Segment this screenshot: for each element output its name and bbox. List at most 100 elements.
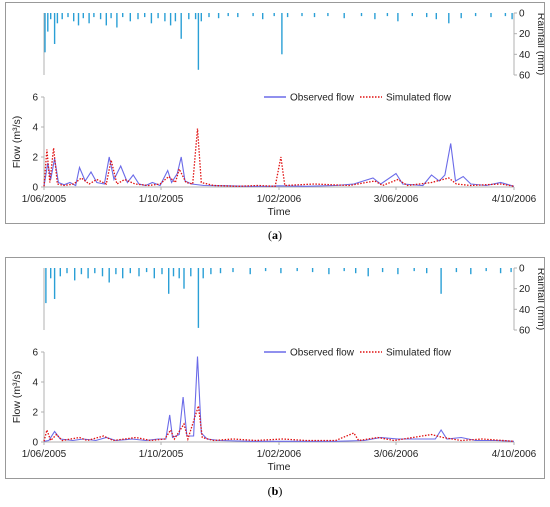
rain-bar bbox=[53, 268, 56, 299]
rain-bar bbox=[110, 13, 112, 19]
rain-tick-label: 0 bbox=[519, 264, 525, 275]
rain-bar bbox=[47, 13, 49, 32]
rain-bar bbox=[174, 13, 177, 22]
rain-bar bbox=[105, 13, 107, 26]
rain-bar bbox=[122, 13, 124, 18]
observed-flow-line bbox=[43, 356, 515, 442]
rain-bar bbox=[122, 268, 124, 279]
rain-bar bbox=[301, 13, 303, 17]
rain-bar bbox=[448, 13, 450, 24]
rain-bar bbox=[82, 13, 84, 19]
x-tick-label: 4/10/2006 bbox=[492, 194, 537, 205]
rain-bar bbox=[172, 268, 175, 277]
rain-bar bbox=[108, 268, 110, 283]
panel-a-chart: 0 20 40 60 Rainfall (mm) 0 2 4 6 Flow (m³/s) 1/06/… bbox=[11, 9, 547, 219]
panel-a-letter: a bbox=[272, 228, 278, 242]
rain-bar bbox=[397, 268, 399, 275]
rain-bar bbox=[328, 268, 330, 275]
rain-bar bbox=[77, 13, 80, 26]
panel-b-frame: 0 20 40 60 Rainfall (mm) 0 2 4 6 Flow (m³/s) 1/06/… bbox=[5, 257, 547, 479]
rain-bar bbox=[281, 13, 283, 55]
rain-bar bbox=[460, 13, 462, 19]
rain-bar bbox=[374, 13, 376, 20]
rain-bar bbox=[313, 13, 316, 18]
rain-bar bbox=[150, 13, 153, 24]
rain-tick-label: 20 bbox=[519, 29, 531, 40]
rain-bar bbox=[137, 13, 139, 20]
rain-bar bbox=[197, 13, 200, 70]
flow-tick-label: 2 bbox=[32, 153, 38, 164]
rain-bar bbox=[99, 13, 102, 20]
rain-tick-label: 60 bbox=[519, 71, 531, 82]
panel-b-caption: (b) bbox=[267, 484, 283, 498]
rain-tick-label: 40 bbox=[519, 305, 531, 316]
x-tick-label: 1/06/2005 bbox=[22, 449, 67, 460]
x-tick-label: 1/10/2005 bbox=[139, 194, 184, 205]
flow-tick-label: 0 bbox=[32, 438, 38, 449]
rain-bar bbox=[426, 268, 428, 274]
panel-b-chart: 0 20 40 60 Rainfall (mm) 0 2 4 6 Flow (m³/s) 1/06/… bbox=[11, 264, 547, 474]
panel-a-caption: (a) bbox=[268, 228, 282, 242]
rain-bar bbox=[311, 268, 314, 273]
flow-tick-label: 0 bbox=[32, 183, 38, 194]
rain-bar bbox=[145, 268, 148, 273]
rain-bar bbox=[273, 13, 275, 17]
flow-axis-label: Flow (m³/s) bbox=[11, 116, 23, 169]
rain-axis-label: Rainfall (mm) bbox=[535, 13, 544, 75]
rain-bar bbox=[73, 13, 75, 22]
rain-bar bbox=[168, 268, 170, 294]
x-axis-label: Time bbox=[268, 461, 291, 473]
legend-simulated-label: Simulated flow bbox=[386, 93, 452, 104]
rain-bar bbox=[499, 268, 502, 274]
flow-tick-label: 4 bbox=[32, 378, 38, 389]
rain-bar bbox=[343, 268, 345, 272]
rain-bar bbox=[144, 13, 146, 18]
flow-tick-label: 6 bbox=[32, 348, 38, 359]
simulated-flow-line bbox=[43, 405, 515, 442]
rain-bar bbox=[197, 268, 200, 328]
rain-bar bbox=[485, 268, 487, 272]
rain-tick-label: 40 bbox=[519, 50, 531, 61]
rain-bar bbox=[115, 268, 117, 275]
rain-bar bbox=[101, 268, 104, 277]
rain-bar bbox=[470, 268, 472, 275]
rain-bar bbox=[56, 13, 59, 24]
legend-observed-label: Observed flow bbox=[290, 93, 355, 104]
rain-bar bbox=[286, 13, 289, 18]
rain-bar bbox=[474, 13, 477, 17]
flow-axis-label: Flow (m³/s) bbox=[11, 371, 23, 424]
rain-bar bbox=[45, 268, 47, 304]
rain-bar bbox=[208, 13, 210, 18]
rain-bar bbox=[237, 13, 239, 18]
rain-bar bbox=[504, 13, 507, 17]
panel-a-frame: 0 20 40 60 Rainfall (mm) 0 2 4 6 Flow (m³/s) 1/06/… bbox=[5, 2, 547, 224]
rain-axis-label: Rainfall (mm) bbox=[535, 268, 544, 330]
x-tick-label: 1/02/2006 bbox=[257, 194, 302, 205]
rain-bar bbox=[188, 13, 190, 20]
rain-bar bbox=[164, 13, 166, 22]
rain-bar bbox=[280, 268, 282, 274]
rain-bar bbox=[178, 268, 180, 279]
legend-simulated-label: Simulated flow bbox=[386, 348, 452, 359]
rain-bar bbox=[153, 268, 155, 279]
rain-bar bbox=[262, 13, 264, 20]
rain-bar bbox=[264, 268, 267, 272]
rain-bar bbox=[169, 13, 172, 26]
rain-bar bbox=[138, 268, 140, 277]
rain-bar bbox=[219, 268, 222, 274]
rain-bar bbox=[59, 268, 61, 277]
rain-bar bbox=[93, 13, 95, 18]
x-tick-label: 4/10/2006 bbox=[492, 449, 537, 460]
rain-bar bbox=[296, 268, 298, 272]
x-tick-label: 3/06/2006 bbox=[374, 449, 419, 460]
rain-bar bbox=[490, 13, 492, 18]
rain-bar bbox=[252, 13, 254, 17]
rain-bar bbox=[355, 268, 357, 274]
rain-bar bbox=[80, 268, 83, 275]
rain-bar bbox=[190, 268, 192, 277]
rain-bar bbox=[94, 268, 96, 274]
rain-bar bbox=[435, 13, 437, 20]
rain-bar bbox=[210, 268, 212, 275]
rain-bar bbox=[116, 13, 118, 28]
rain-bar bbox=[511, 13, 513, 20]
